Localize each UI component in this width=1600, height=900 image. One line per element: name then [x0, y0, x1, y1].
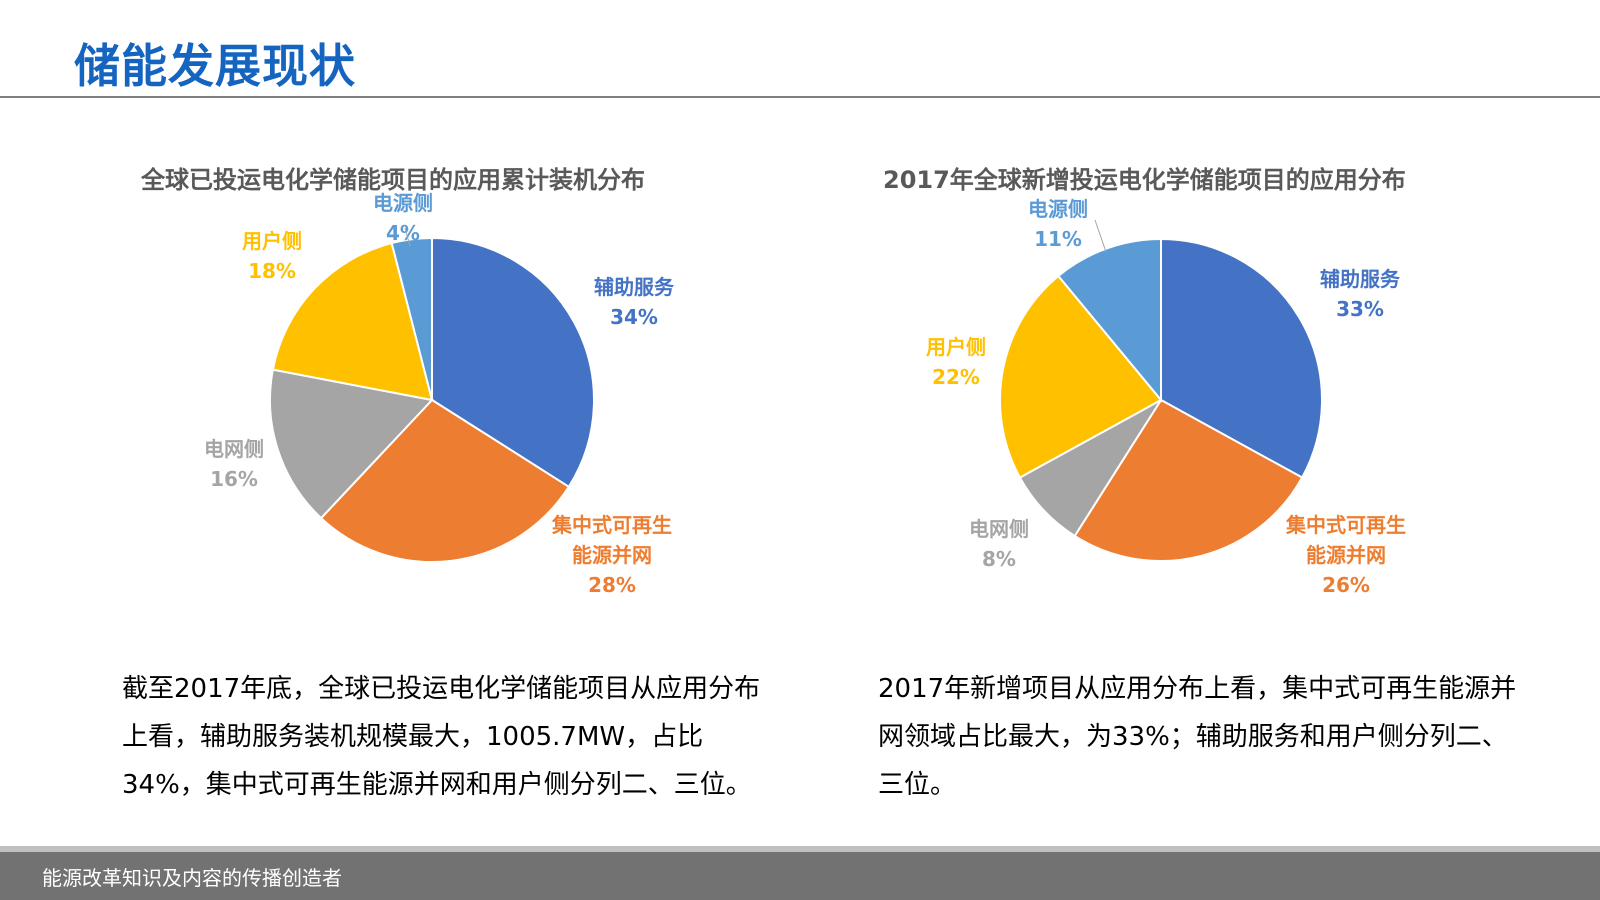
footer-divider	[0, 846, 1600, 852]
footer-text: 能源改革知识及内容的传播创造者	[42, 866, 342, 890]
pie-slice-right-3	[998, 274, 1163, 479]
leader-line-left-4	[404, 227, 411, 247]
description-right: 2017年新增项目从应用分布上看，集中式可再生能源并网领域占比最大，为33%；辅…	[878, 674, 1517, 800]
pie-label-right-3: 用户侧 22%	[926, 335, 986, 389]
chart-title-right: 2017年全球新增投运电化学储能项目的应用分布	[883, 166, 1406, 194]
pie-slice-left-4	[390, 236, 433, 401]
pie-label-left-3: 用户侧 18%	[242, 229, 302, 283]
pie-label-right-2: 电网侧 8%	[969, 517, 1029, 571]
pie-label-left-4: 电源侧 4%	[373, 191, 433, 245]
pie-label-left-0: 辅助服务 34%	[594, 275, 675, 329]
pie-slice-left-3	[271, 241, 434, 402]
chart-title-left: 全球已投运电化学储能项目的应用累计装机分布	[141, 166, 645, 194]
pie-label-right-1: 集中式可再生能源并网 26%	[1285, 513, 1406, 597]
pie-label-left-2: 电网侧 16%	[204, 437, 264, 491]
leader-line-right-4	[1094, 219, 1107, 253]
pie-label-right-0: 辅助服务 33%	[1320, 267, 1401, 321]
pie-slice-left-1	[319, 398, 571, 563]
description-left: 截至2017年底，全球已投运电化学储能项目从应用分布上看，辅助服务装机规模最大，…	[122, 674, 761, 800]
page-title: 储能发展现状	[74, 39, 356, 93]
title-divider	[0, 96, 1600, 98]
pie-slice-left-2	[269, 368, 434, 520]
footer-band	[0, 846, 1600, 900]
pie-slice-right-4	[1056, 237, 1162, 403]
pie-slice-right-0	[1160, 237, 1323, 479]
pie-label-left-1: 集中式可再生能源并网 28%	[551, 513, 672, 597]
pie-label-right-4: 电源侧 11%	[1028, 197, 1088, 251]
pie-slice-right-1	[1073, 398, 1304, 562]
